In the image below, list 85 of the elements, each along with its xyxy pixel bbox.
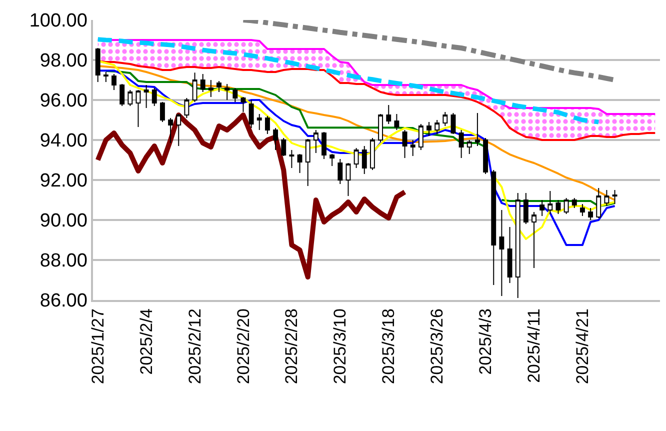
- candlestick: [264, 116, 270, 134]
- candlestick: [95, 48, 100, 82]
- candlestick: [322, 132, 326, 160]
- candlestick: [224, 84, 230, 100]
- candlestick: [394, 114, 400, 130]
- x-tick-label: 2025/3/18: [379, 308, 398, 384]
- candlestick: [434, 120, 440, 134]
- candlestick: [386, 104, 392, 124]
- y-tick-label: 98.00: [40, 50, 88, 72]
- candlestick: [313, 130, 318, 154]
- candlestick: [248, 100, 254, 128]
- candlestick: [192, 72, 198, 102]
- y-tick-label: 88.00: [40, 250, 88, 272]
- y-tick-label: 94.00: [40, 130, 88, 152]
- candlestick: [120, 84, 125, 106]
- candlestick: [540, 200, 545, 216]
- candlestick: [338, 158, 343, 184]
- candlestick: [273, 128, 278, 150]
- candlestick: [402, 130, 408, 158]
- y-tick-label: 86.00: [40, 290, 88, 312]
- candlestick: [580, 204, 585, 216]
- candlestick: [362, 146, 367, 174]
- candlestick: [410, 140, 416, 156]
- candlestick: [152, 88, 157, 106]
- line-series: [96, 37, 601, 124]
- candlestick: [128, 90, 133, 106]
- candlestick: [507, 226, 512, 284]
- candlestick: [474, 112, 480, 146]
- candlestick: [515, 192, 520, 298]
- x-tick-label: 2025/3/10: [330, 308, 350, 384]
- candlestick: [232, 88, 238, 102]
- x-tick-label: 2025/1/27: [88, 308, 108, 384]
- candlestick: [596, 188, 602, 218]
- candlestick: [588, 208, 594, 220]
- candlestick: [160, 102, 165, 122]
- candlestick: [612, 190, 618, 204]
- candlestick: [144, 84, 149, 108]
- candlestick: [297, 154, 302, 174]
- y-tick-label: 90.00: [40, 210, 88, 232]
- candlestick: [281, 138, 286, 156]
- candlestick: [564, 198, 569, 214]
- x-tick-label: 2025/4/3: [476, 308, 496, 375]
- candlestick: [330, 154, 335, 166]
- candlestick: [442, 112, 448, 126]
- candlestick: [466, 140, 472, 154]
- x-tick-label: 2025/4/21: [572, 308, 592, 384]
- candlestick: [176, 114, 182, 146]
- candlestick: [556, 200, 561, 214]
- candlestick: [208, 80, 214, 98]
- candlestick: [523, 192, 528, 224]
- x-tick-label: 2025/2/20: [234, 308, 253, 384]
- candlestick: [483, 138, 488, 174]
- x-tick-label: 2025/2/4: [136, 308, 156, 375]
- y-tick-label: 100.00: [29, 10, 88, 32]
- candlestick: [532, 212, 536, 268]
- candlestick: [305, 138, 310, 186]
- y-tick-label: 92.00: [40, 170, 88, 192]
- candlestick: [216, 80, 222, 92]
- y-tick-label: 96.00: [40, 90, 88, 112]
- candlestick: [604, 190, 610, 206]
- candlestick: [136, 90, 141, 128]
- x-tick-label: 2025/2/28: [282, 308, 302, 384]
- candlestick: [354, 148, 359, 168]
- candlestick: [103, 72, 108, 82]
- candlestick: [346, 162, 351, 196]
- candlestick: [378, 114, 384, 142]
- candlestick: [200, 74, 206, 92]
- candlestick: [168, 118, 174, 144]
- x-tick-label: 2025/2/12: [185, 308, 204, 384]
- candlestick: [112, 74, 116, 90]
- candlestick: [572, 198, 577, 208]
- x-tick-label: 2025/4/11: [524, 308, 544, 383]
- candlestick: [256, 114, 262, 130]
- candlestick: [418, 124, 424, 150]
- candlestick: [370, 138, 375, 170]
- candlestick: [548, 190, 553, 214]
- candlestick: [426, 122, 432, 136]
- candlestick: [450, 112, 456, 134]
- candlestick: [491, 170, 496, 286]
- candlestick: [499, 210, 504, 296]
- candlestick: [184, 98, 190, 118]
- candlestick: [289, 150, 294, 168]
- candlestick: [458, 130, 464, 158]
- x-tick-label: 2025/3/26: [428, 308, 447, 384]
- candlestick: [240, 96, 246, 112]
